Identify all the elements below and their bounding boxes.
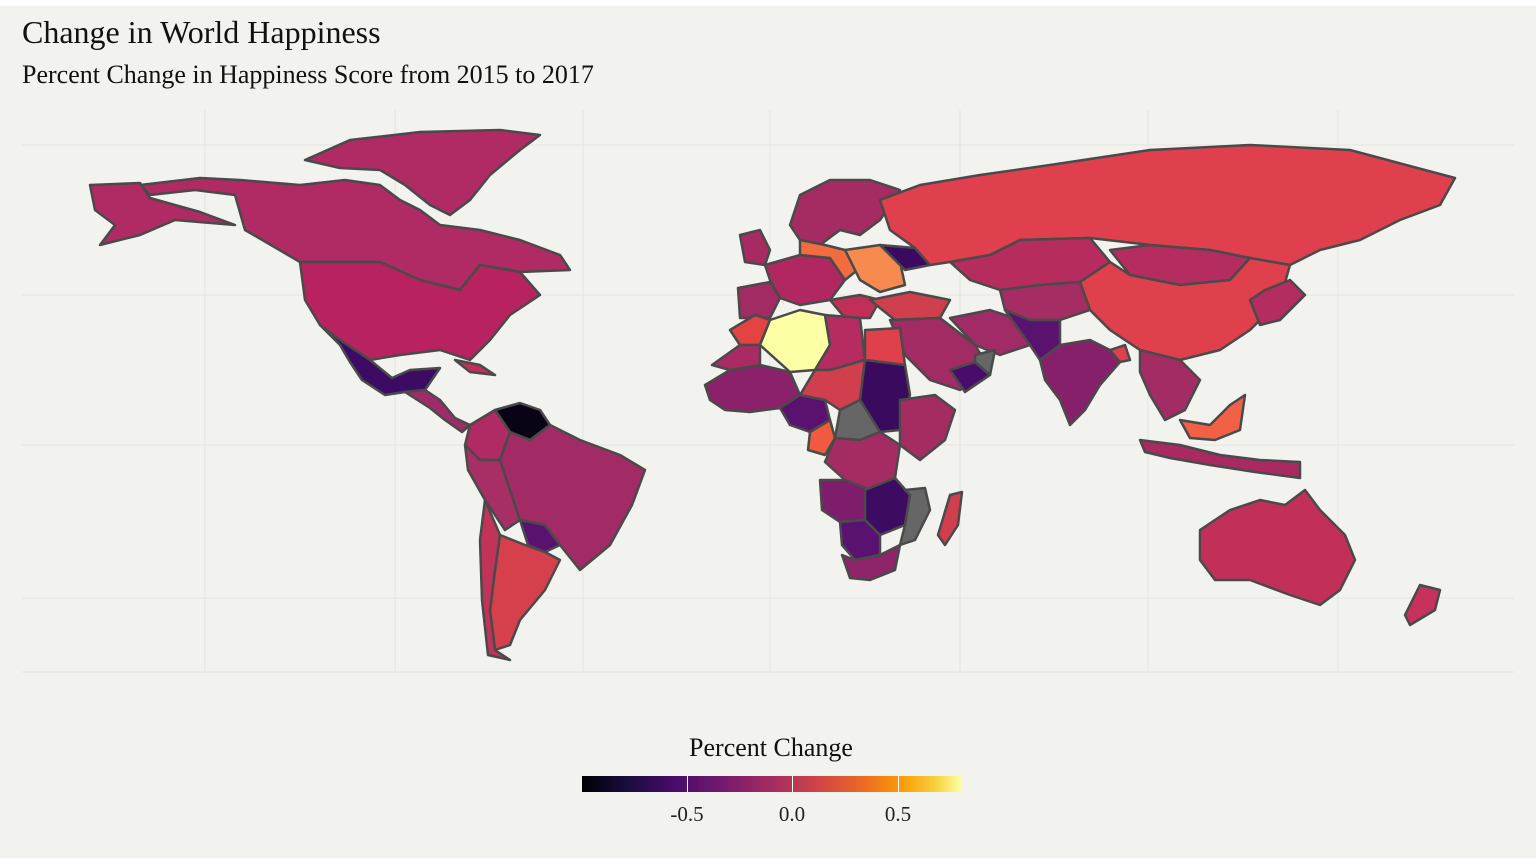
region-australia bbox=[1198, 488, 1357, 607]
region-canada bbox=[138, 176, 572, 292]
region-balkans bbox=[828, 293, 882, 320]
region-alaska bbox=[88, 181, 237, 247]
map-title: Change in World Happiness bbox=[22, 14, 381, 50]
region-horn-missing bbox=[973, 348, 997, 377]
region-turkey bbox=[868, 290, 952, 322]
region-madagascar bbox=[936, 490, 964, 547]
region-cameroon-gabon bbox=[806, 418, 837, 457]
region-new-zealand bbox=[1403, 583, 1442, 627]
region-southeast-asia bbox=[1138, 348, 1202, 422]
region-egypt bbox=[863, 326, 907, 367]
region-angola bbox=[818, 478, 872, 524]
north-america bbox=[88, 128, 572, 434]
region-russia bbox=[878, 143, 1457, 267]
region-uk-ireland bbox=[738, 228, 772, 267]
region-caribbean bbox=[453, 358, 497, 377]
region-india bbox=[1038, 338, 1122, 427]
region-iberia bbox=[736, 280, 782, 320]
region-bangladesh bbox=[1108, 343, 1132, 364]
europe bbox=[736, 178, 952, 322]
region-ethiopia bbox=[898, 393, 957, 462]
region-mauritania bbox=[710, 343, 762, 372]
region-mozambique-missing bbox=[898, 486, 932, 547]
africa bbox=[703, 308, 964, 582]
south-america bbox=[463, 401, 647, 662]
map-subtitle: Percent Change in Happiness Score from 2… bbox=[22, 60, 594, 89]
region-central-america bbox=[403, 388, 472, 434]
region-korea-japan bbox=[1248, 278, 1307, 327]
region-argentina bbox=[488, 533, 562, 652]
asia bbox=[878, 143, 1457, 480]
region-bolivia-paraguay bbox=[518, 518, 562, 554]
region-south-africa bbox=[840, 543, 902, 582]
region-malaysia-philippines bbox=[1178, 393, 1247, 442]
region-greenland bbox=[303, 128, 542, 217]
region-indonesia bbox=[1138, 438, 1302, 480]
oceania bbox=[1198, 488, 1442, 627]
region-chile bbox=[478, 498, 512, 662]
region-brazil bbox=[498, 423, 647, 572]
